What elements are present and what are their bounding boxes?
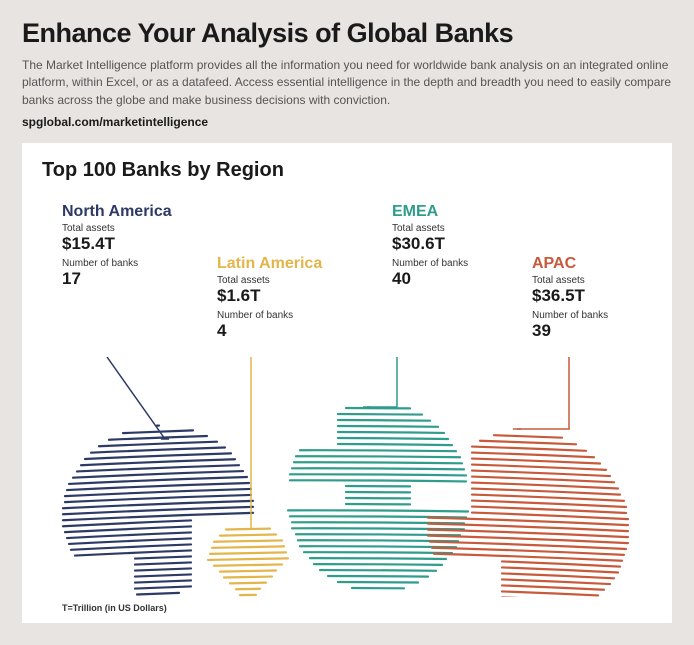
banks-label: Number of banks (217, 310, 367, 321)
assets-value: $1.6T (217, 286, 367, 306)
assets-value: $15.4T (62, 234, 212, 254)
continent-emea (288, 408, 468, 588)
assets-value: $36.5T (532, 286, 682, 306)
region-name: Latin America (217, 255, 367, 273)
region-name: EMEA (392, 203, 542, 221)
card-title: Top 100 Banks by Region (42, 159, 652, 182)
globe-svg (47, 357, 647, 597)
banks-value: 40 (392, 269, 542, 289)
page-url: spglobal.com/marketintelligence (22, 115, 672, 129)
banks-value: 4 (217, 321, 367, 341)
assets-label: Total assets (217, 275, 367, 286)
continent-na (63, 426, 253, 595)
region-apac: APAC Total assets$36.5T Number of banks39 (532, 255, 682, 345)
page-headline: Enhance Your Analysis of Global Banks (22, 18, 672, 49)
region-stats-layer: North AmericaTotal assets$15.4TNumber of… (22, 197, 672, 377)
globe-wrap (22, 357, 672, 597)
banks-label: Number of banks (392, 258, 542, 269)
region-emea: EMEA Total assets$30.6T Number of banks40 (392, 203, 542, 293)
banks-label: Number of banks (532, 310, 682, 321)
footnote: T=Trillion (in US Dollars) (62, 603, 167, 613)
continent-la (208, 529, 288, 597)
assets-label: Total assets (392, 223, 542, 234)
region-la: Latin America Total assets$1.6T Number of … (217, 255, 367, 345)
assets-label: Total assets (62, 223, 212, 234)
region-name: APAC (532, 255, 682, 273)
assets-value: $30.6T (392, 234, 542, 254)
banks-label: Number of banks (62, 258, 212, 269)
banks-value: 17 (62, 269, 212, 289)
assets-label: Total assets (532, 275, 682, 286)
banks-value: 39 (532, 321, 682, 341)
infographic-card: Top 100 Banks by Region North America Tot… (22, 143, 672, 623)
continent-apac (428, 435, 628, 597)
region-na: North America Total assets$15.4T Number of… (62, 203, 212, 293)
region-name: North America (62, 203, 212, 221)
page-subhead: The Market Intelligence platform provide… (22, 57, 672, 109)
